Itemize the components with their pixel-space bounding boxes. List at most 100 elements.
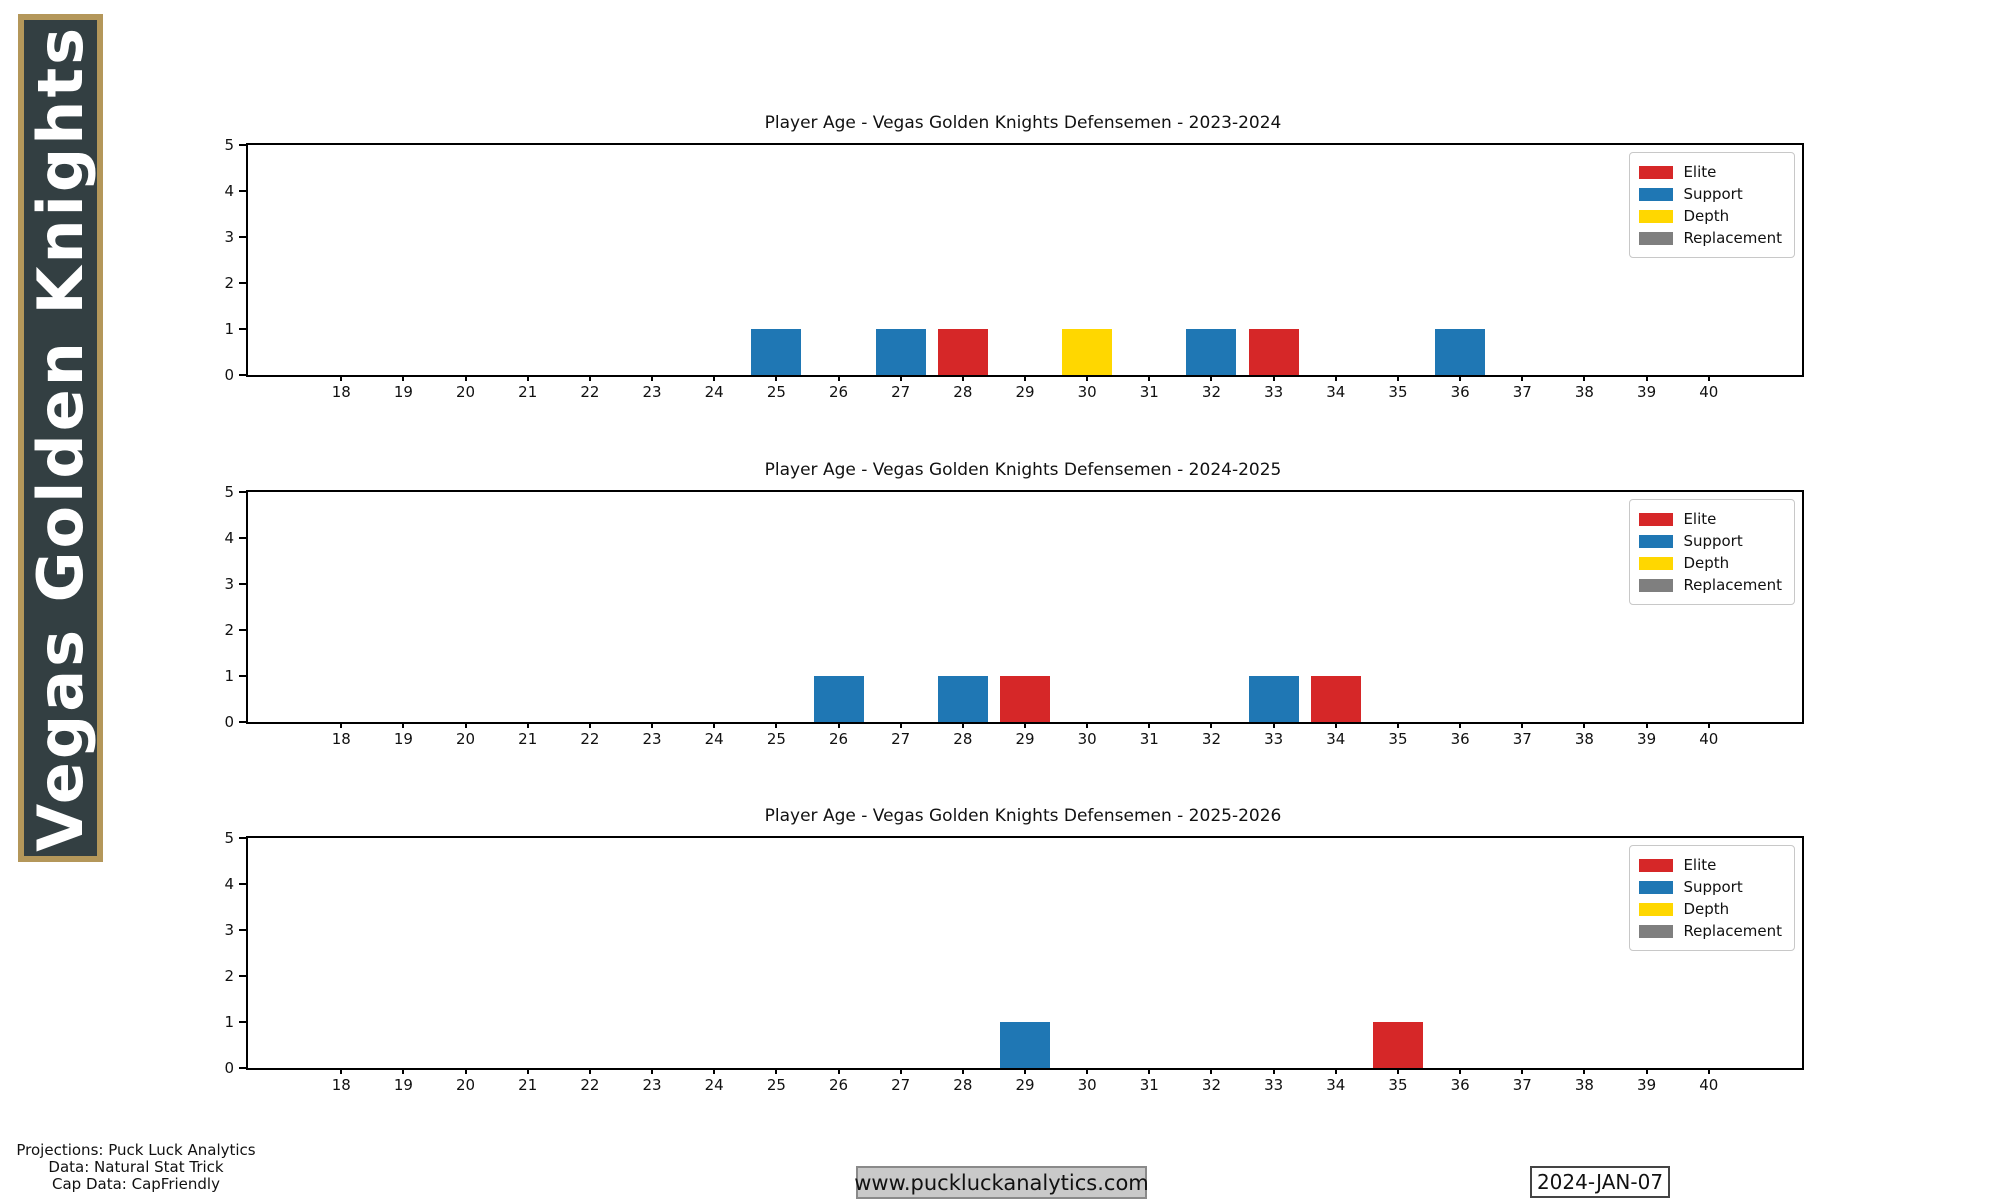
x-tick-mark <box>340 375 343 381</box>
x-tick-label: 29 <box>1015 1076 1035 1094</box>
x-tick-mark <box>340 722 343 728</box>
legend-swatch-elite <box>1639 165 1674 179</box>
credits-block: Projections: Puck Luck Analytics Data: N… <box>12 1142 260 1193</box>
y-tick-mark <box>239 929 246 931</box>
y-tick-label: 0 <box>224 713 234 731</box>
x-tick-label: 23 <box>642 1076 662 1094</box>
chart-title: Player Age - Vegas Golden Knights Defens… <box>764 806 1282 826</box>
x-tick-label: 26 <box>828 383 849 401</box>
x-tick-mark <box>1396 722 1399 728</box>
x-tick-mark <box>1707 1068 1710 1074</box>
x-tick-mark <box>1210 1068 1213 1074</box>
x-tick-label: 30 <box>1077 730 1097 748</box>
x-tick-label: 35 <box>1388 1076 1408 1094</box>
x-tick-label: 27 <box>891 383 911 401</box>
x-tick-label: 39 <box>1637 730 1657 748</box>
legend-label: Support <box>1683 185 1743 203</box>
y-tick-label: 2 <box>224 621 234 639</box>
x-tick-mark <box>899 375 902 381</box>
x-tick-mark <box>775 1068 778 1074</box>
x-tick-label: 29 <box>1015 730 1035 748</box>
legend-label: Support <box>1683 878 1743 896</box>
x-tick-label: 25 <box>766 730 786 748</box>
x-tick-label: 22 <box>580 730 600 748</box>
x-tick-mark <box>961 375 964 381</box>
legend-label: Replacement <box>1683 576 1782 594</box>
x-tick-mark <box>1210 722 1213 728</box>
x-tick-mark <box>1148 375 1151 381</box>
x-tick-mark <box>1086 1068 1089 1074</box>
bar-age-36-support <box>1435 329 1486 375</box>
x-tick-mark <box>1334 722 1337 728</box>
x-tick-label: 32 <box>1201 383 1222 401</box>
x-tick-label: 20 <box>456 730 476 748</box>
date-box: 2024-JAN-07 <box>1530 1166 1670 1198</box>
y-tick-mark <box>239 491 246 493</box>
x-tick-mark <box>1024 722 1026 728</box>
x-tick-mark <box>1272 375 1275 381</box>
x-tick-label: 34 <box>1326 1076 1346 1094</box>
x-tick-mark <box>1707 375 1710 381</box>
x-tick-label: 34 <box>1326 730 1346 748</box>
legend-row-replacement: Replacement <box>1639 922 1782 940</box>
legend-row-elite: Elite <box>1639 510 1782 528</box>
legend-swatch-replacement <box>1639 231 1674 245</box>
credits-line-data: Data: Natural Stat Trick <box>48 1158 224 1176</box>
x-tick-mark <box>961 722 964 728</box>
team-banner-label: Vegas Golden Knights <box>23 24 97 852</box>
x-tick-mark <box>340 1068 343 1074</box>
x-tick-mark <box>1210 375 1213 381</box>
y-tick-mark <box>239 629 246 631</box>
chart-title: Player Age - Vegas Golden Knights Defens… <box>764 460 1282 480</box>
x-tick-mark <box>588 375 591 381</box>
y-tick-label: 4 <box>224 529 234 547</box>
bar-age-33-support <box>1248 676 1299 722</box>
y-tick-label: 5 <box>224 829 234 847</box>
x-tick-mark <box>402 722 405 728</box>
x-tick-label: 33 <box>1264 730 1284 748</box>
x-tick-label: 37 <box>1512 730 1532 748</box>
y-tick-label: 3 <box>224 228 234 246</box>
x-tick-mark <box>899 722 902 728</box>
x-tick-label: 36 <box>1450 1076 1470 1094</box>
x-tick-mark <box>961 1068 964 1074</box>
bar-age-35-elite <box>1372 1022 1423 1068</box>
x-tick-label: 39 <box>1637 1076 1657 1094</box>
legend-swatch-elite <box>1639 512 1674 526</box>
x-tick-label: 21 <box>518 730 538 748</box>
x-tick-mark <box>1645 375 1648 381</box>
chart-title: Player Age - Vegas Golden Knights Defens… <box>764 113 1282 133</box>
legend-label: Depth <box>1683 207 1730 225</box>
x-tick-mark <box>464 375 467 381</box>
x-tick-mark <box>1086 375 1089 381</box>
x-tick-mark <box>1459 375 1462 381</box>
x-tick-label: 30 <box>1077 383 1097 401</box>
x-tick-label: 19 <box>393 1076 413 1094</box>
legend: Elite Support Depth Replacement <box>1629 499 1795 605</box>
x-tick-mark <box>1645 1068 1648 1074</box>
x-tick-label: 36 <box>1450 383 1470 401</box>
legend-row-replacement: Replacement <box>1639 576 1782 594</box>
x-tick-mark <box>1396 1068 1399 1074</box>
x-tick-label: 25 <box>766 383 786 401</box>
bar-age-33-elite <box>1248 329 1299 375</box>
x-tick-mark <box>651 722 654 728</box>
x-tick-label: 24 <box>704 1076 724 1094</box>
y-tick-mark <box>239 190 246 192</box>
legend-swatch-depth <box>1639 556 1674 570</box>
x-tick-label: 32 <box>1201 1076 1222 1094</box>
x-tick-label: 25 <box>766 1076 786 1094</box>
x-tick-mark <box>651 375 654 381</box>
x-tick-label: 31 <box>1139 730 1159 748</box>
x-tick-label: 30 <box>1077 1076 1097 1094</box>
y-tick-mark <box>239 883 246 885</box>
legend: Elite Support Depth Replacement <box>1629 845 1795 951</box>
x-tick-mark <box>1707 722 1710 728</box>
x-tick-mark <box>1396 375 1399 381</box>
x-tick-mark <box>1086 722 1089 728</box>
y-tick-mark <box>239 282 246 284</box>
y-tick-label: 3 <box>224 921 234 939</box>
y-tick-mark <box>239 1067 246 1069</box>
x-tick-label: 32 <box>1201 730 1222 748</box>
plot-area: 0 1 2 3 4 5 18 19 20 21 22 23 24 25 26 27 28 29 30 31 32 33 34… <box>224 483 1804 748</box>
